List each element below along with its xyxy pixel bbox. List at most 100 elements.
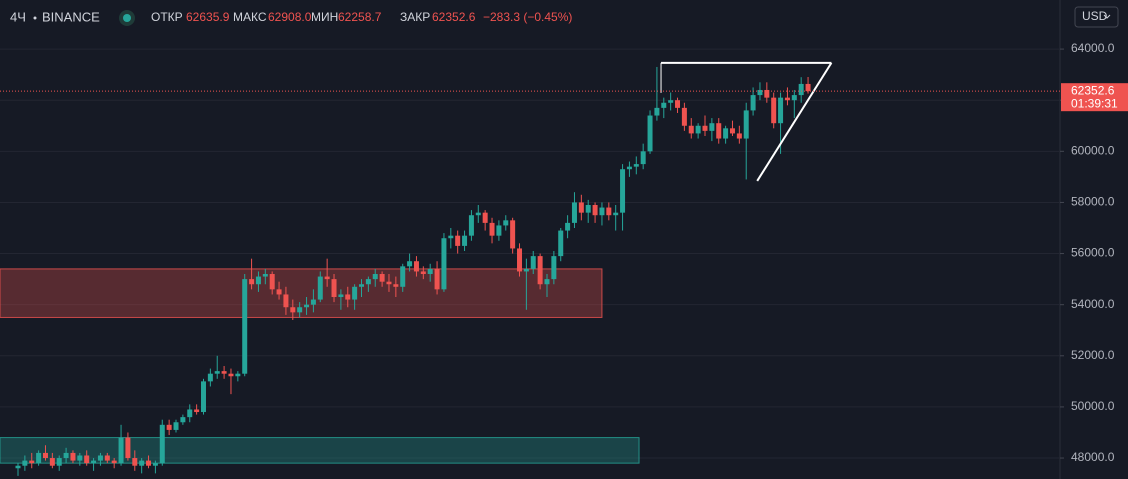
candle-body: [118, 437, 124, 464]
candle-body: [571, 202, 577, 223]
candle-body: [400, 266, 406, 287]
candle-body: [805, 83, 811, 92]
candle-body: [448, 235, 454, 239]
candle-body: [56, 458, 62, 466]
zone: [0, 437, 640, 464]
separator: [33, 16, 37, 20]
candle-body: [132, 458, 138, 466]
candle-body: [606, 207, 612, 216]
y-tick-label: 48000.0: [1071, 450, 1115, 464]
candle-body: [551, 256, 557, 280]
candle-body: [702, 125, 708, 131]
candle-body: [723, 128, 729, 139]
y-tick-label: 64000.0: [1071, 41, 1115, 55]
currency-button[interactable]: USD: [1074, 6, 1119, 28]
candle-body: [434, 268, 440, 290]
candle-body: [372, 274, 378, 280]
candle-body: [345, 294, 351, 300]
candle-body: [63, 452, 69, 459]
candle-body: [489, 222, 495, 236]
candle-body: [647, 115, 653, 152]
button-frame[interactable]: [1074, 6, 1119, 28]
candle-body: [729, 128, 735, 134]
candle-body: [578, 202, 584, 213]
candle-body: [688, 125, 694, 134]
candle-body: [681, 107, 687, 126]
candle-body: [716, 123, 722, 139]
candle-body: [482, 212, 488, 223]
candle-body: [187, 409, 193, 418]
candle-body: [640, 151, 646, 165]
candle-body: [84, 455, 90, 464]
candle-body: [200, 381, 206, 413]
candle-body: [297, 307, 303, 313]
close-label: ЗАКР: [400, 10, 430, 24]
candle-body: [159, 424, 165, 464]
candle-body: [221, 371, 227, 374]
candle-body: [331, 279, 337, 298]
y-tick-label: 52000.0: [1071, 348, 1115, 362]
candle-body: [778, 97, 784, 124]
price-box: [1061, 83, 1128, 112]
candle-body: [743, 110, 749, 139]
candle-body: [441, 238, 447, 290]
candle-body: [97, 455, 103, 461]
candle-body: [695, 125, 701, 134]
candle-body: [91, 460, 97, 464]
y-tick-label: 50000.0: [1071, 399, 1115, 413]
candle-body: [338, 294, 344, 298]
candle-body: [468, 215, 474, 236]
candle-body: [413, 261, 419, 272]
candle-body: [255, 276, 261, 285]
candle-body: [180, 417, 186, 423]
header: 4Ч BINANCE ОТКР 62635.9 МАКС 62908.0 МИН…: [10, 9, 572, 26]
candle-body: [310, 299, 316, 305]
candle-body: [139, 460, 145, 466]
dropdown-arrow[interactable]: [1103, 14, 1111, 19]
candle-body: [764, 89, 770, 98]
candle-body: [420, 271, 426, 275]
low-value: 62258.7: [338, 10, 382, 24]
candle-body: [427, 268, 433, 275]
high-value: 62908.0: [268, 10, 312, 24]
candle-body: [750, 95, 756, 111]
candle-body: [317, 276, 323, 300]
candle-body: [496, 225, 502, 236]
candle-body: [324, 276, 330, 280]
candle-body: [283, 294, 289, 308]
candle-body: [523, 268, 529, 272]
candle-body: [784, 97, 790, 101]
candle-body: [359, 284, 364, 287]
candle-body: [407, 261, 413, 267]
candle-body: [709, 123, 715, 131]
candle-body: [125, 437, 131, 459]
plot: [0, 48, 1060, 476]
candle-body: [675, 100, 681, 108]
candle-body: [269, 274, 275, 290]
candle-body: [214, 371, 220, 374]
candle-body: [393, 284, 399, 287]
candle-body: [36, 452, 42, 464]
currency[interactable]: USD: [1082, 9, 1108, 23]
candle-body: [592, 204, 598, 216]
candle-body: [510, 220, 516, 249]
candle-body: [70, 452, 76, 461]
candle-body: [798, 83, 804, 96]
candle-body: [736, 133, 742, 139]
open-value: 62635.9: [186, 10, 230, 24]
candle-body: [49, 458, 55, 466]
candle-body: [166, 424, 172, 430]
candle-body: [242, 279, 248, 374]
candle-body: [654, 107, 660, 116]
candle-body: [152, 463, 158, 466]
price-label: 62352.6: [1071, 83, 1115, 97]
close-value: 62352.6: [432, 10, 476, 24]
candle-body: [104, 455, 110, 461]
candle-body: [207, 373, 213, 382]
y-tick-label: 56000.0: [1071, 246, 1115, 260]
candle-body: [537, 256, 543, 285]
candle-body: [386, 281, 392, 285]
candle-body: [599, 207, 605, 216]
